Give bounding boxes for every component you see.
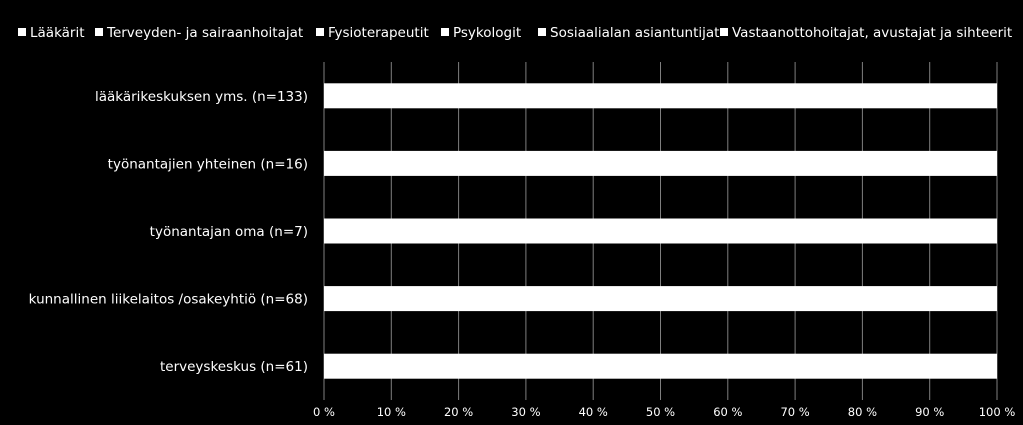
legend: Lääkärit Terveyden- ja sairaanhoitajat Fys… [18, 25, 1012, 41]
x-tick-label: 20 % [444, 405, 473, 419]
category-label: terveyskeskus (n=61) [160, 359, 308, 375]
x-tick-label: 40 % [579, 405, 608, 419]
legend-swatch [538, 28, 546, 36]
legend-swatch [18, 28, 26, 36]
category-label: työnantajan oma (n=7) [150, 224, 308, 240]
category-label: kunnallinen liikelaitos /osakeyhtiö (n=6… [29, 292, 308, 308]
legend-label: Fysioterapeutit [328, 25, 429, 41]
legend-label: Lääkärit [30, 25, 85, 41]
category-label: työnantajien yhteinen (n=16) [108, 156, 308, 172]
legend-swatch [720, 28, 728, 36]
legend-swatch [441, 28, 449, 36]
legend-label: Vastaanottohoitajat, avustajat ja sihtee… [732, 25, 1012, 41]
x-tick-label: 0 % [313, 405, 335, 419]
bar-segment [324, 83, 997, 109]
x-tick-label: 10 % [377, 405, 406, 419]
category-label: lääkärikeskuksen yms. (n=133) [95, 89, 308, 105]
legend-swatch [95, 28, 103, 36]
x-tick-label: 30 % [511, 405, 540, 419]
x-tick-label: 50 % [646, 405, 675, 419]
x-axis-ticks: 0 % 10 % 20 % 30 % 40 % 50 % 60 % 70 % 80 % 90 % 1… [313, 405, 1015, 419]
legend-label: Terveyden- ja sairaanhoitajat [106, 25, 303, 41]
category-labels: lääkärikeskuksen yms. (n=133) työnantajie… [29, 89, 308, 375]
bar-segment [324, 150, 997, 176]
x-tick-label: 60 % [713, 405, 742, 419]
x-tick-label: 80 % [848, 405, 877, 419]
legend-label: Psykologit [453, 25, 521, 41]
bar-segment [324, 286, 997, 312]
x-tick-label: 100 % [979, 405, 1016, 419]
legend-label: Sosiaalialan asiantuntijat [550, 25, 719, 41]
x-tick-label: 70 % [780, 405, 809, 419]
bar-segment [324, 218, 997, 244]
bars [324, 83, 997, 379]
x-tick-label: 90 % [915, 405, 944, 419]
bar-segment [324, 353, 997, 379]
legend-swatch [316, 28, 324, 36]
